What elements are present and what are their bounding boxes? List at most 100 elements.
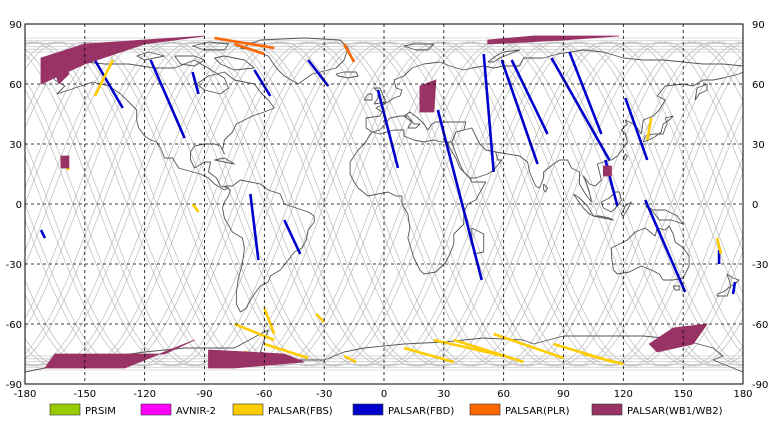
legend-item-palsar-fbs: PALSAR(FBS)	[232, 403, 333, 417]
region-palsar-wb1-wb2	[208, 349, 305, 369]
lat-tick-label: -30	[752, 260, 768, 271]
coastline	[222, 179, 315, 313]
swath-palsar-fbd	[93, 59, 124, 109]
coastline	[174, 55, 205, 67]
swath-palsar-fbd	[436, 109, 483, 281]
lat-tick-label: 90	[752, 20, 765, 31]
lat-tick-label: 30	[752, 140, 765, 151]
swath-palsar-fbs	[315, 313, 326, 323]
coastline	[487, 49, 521, 63]
coastline	[716, 285, 732, 297]
lat-tick-label: 60	[752, 80, 765, 91]
swath-palsar-fbd	[191, 71, 200, 95]
lat-tick-label: 30	[9, 140, 22, 151]
swath-palsar-fbd	[482, 53, 495, 173]
swath-palsar-plr	[342, 43, 356, 63]
coastline	[495, 71, 744, 203]
legend-item-palsar-fbd: PALSAR(FBD)	[352, 403, 454, 417]
swath-palsar-fbs	[583, 352, 624, 366]
coastline	[335, 71, 359, 79]
swath-palsar-fbs	[403, 346, 455, 364]
coastline	[371, 111, 467, 143]
swath-palsar-fbs	[191, 203, 200, 213]
coastlines	[24, 37, 744, 373]
lon-tick-label: 0	[381, 389, 387, 400]
coastline	[642, 115, 674, 143]
lon-tick-label: -60	[256, 389, 272, 400]
longitude-tick-labels: -180 -150 -120 -90 -60 -30 0 30 60 90 120 150 180	[14, 389, 753, 400]
graticule	[25, 24, 743, 384]
lat-tick-label: 90	[9, 20, 22, 31]
swath-palsar-fbd	[624, 97, 649, 161]
lon-tick-label: 90	[557, 389, 570, 400]
swath-palsar-fbd	[510, 59, 549, 135]
legend-item-palsar-wb1-wb2: PALSAR(WB1/WB2)	[591, 403, 723, 417]
swath-palsar-fbd	[39, 229, 47, 239]
lon-tick-label: 120	[614, 389, 633, 400]
swath-palsar-fbd	[253, 69, 272, 97]
lon-tick-label: 180	[733, 389, 752, 400]
swath-palsar-fbs	[493, 332, 564, 360]
latitude-tick-labels-right: 90 60 30 0 -30 -60 -90	[752, 20, 768, 391]
swath-palsar-fbs	[645, 117, 653, 141]
legend-swatch	[232, 403, 264, 416]
lat-tick-label: 0	[16, 200, 22, 211]
swath-palsar-fbd	[550, 57, 611, 161]
lon-tick-label: -180	[14, 389, 37, 400]
coastline	[610, 225, 690, 281]
swath-palsar-fbs	[263, 342, 309, 360]
swath-palsar-fbd	[644, 199, 687, 293]
swath-palsar-fbd	[500, 59, 539, 165]
lat-tick-label: -60	[6, 320, 22, 331]
legend-item-avnir-2: AVNIR-2	[140, 403, 216, 417]
swath-palsar-fbd	[568, 51, 603, 135]
legend-label: PRSIM	[85, 406, 116, 417]
lon-tick-label: -120	[133, 389, 156, 400]
coastline	[593, 215, 614, 221]
coastline	[620, 201, 632, 217]
swath-palsar-fbs	[233, 322, 275, 342]
swath-palsar-fbd	[731, 281, 737, 295]
swath-palsar-fbd	[149, 59, 186, 139]
legend-swatch	[591, 403, 623, 416]
region-palsar-wb1-wb2	[487, 35, 620, 45]
coastline	[600, 191, 622, 213]
swath-palsar-fbs	[453, 338, 525, 364]
lon-tick-label: 150	[674, 389, 693, 400]
coastline	[214, 157, 235, 165]
lon-tick-label: -150	[73, 389, 96, 400]
swath-palsar-plr	[234, 42, 265, 56]
legend: PRSIM AVNIR-2 PALSAR(FBS) PALSAR(FBD) PALSAR…	[49, 403, 723, 417]
region-palsar-wb1-wb2	[648, 323, 708, 353]
lat-tick-label: 0	[752, 200, 758, 211]
coastline	[214, 55, 255, 71]
swath-palsar-fbd	[376, 89, 400, 169]
lat-tick-label: 60	[9, 80, 22, 91]
coastline	[192, 41, 229, 51]
legend-swatch	[140, 403, 172, 416]
coastline	[403, 43, 435, 51]
coastline	[471, 227, 485, 255]
swath-palsar-plr	[214, 36, 275, 50]
legend-label: PALSAR(WB1/WB2)	[627, 406, 723, 417]
legend-item-palsar-plr: PALSAR(PLR)	[469, 403, 570, 417]
legend-item-prsim: PRSIM	[49, 403, 116, 417]
region-palsar-wb1-wb2	[60, 155, 70, 169]
legend-swatch	[352, 403, 384, 416]
coastline	[672, 285, 680, 291]
lat-tick-label: -90	[6, 380, 22, 391]
region-palsar-wb1-wb2	[54, 63, 70, 85]
legend-label: AVNIR-2	[176, 406, 216, 417]
legend-label: PALSAR(FBD)	[388, 406, 454, 417]
lat-tick-label: -60	[752, 320, 768, 331]
region-palsar-wb1-wb2	[419, 79, 437, 113]
coastline	[240, 37, 349, 85]
coastline	[573, 193, 594, 217]
swath-palsar-fbs	[93, 59, 114, 97]
swath-palsar-fbd	[283, 219, 302, 255]
swath-palsar-fbs	[715, 237, 723, 255]
swath-palsar-fbs	[343, 354, 357, 364]
lon-tick-label: 60	[497, 389, 510, 400]
